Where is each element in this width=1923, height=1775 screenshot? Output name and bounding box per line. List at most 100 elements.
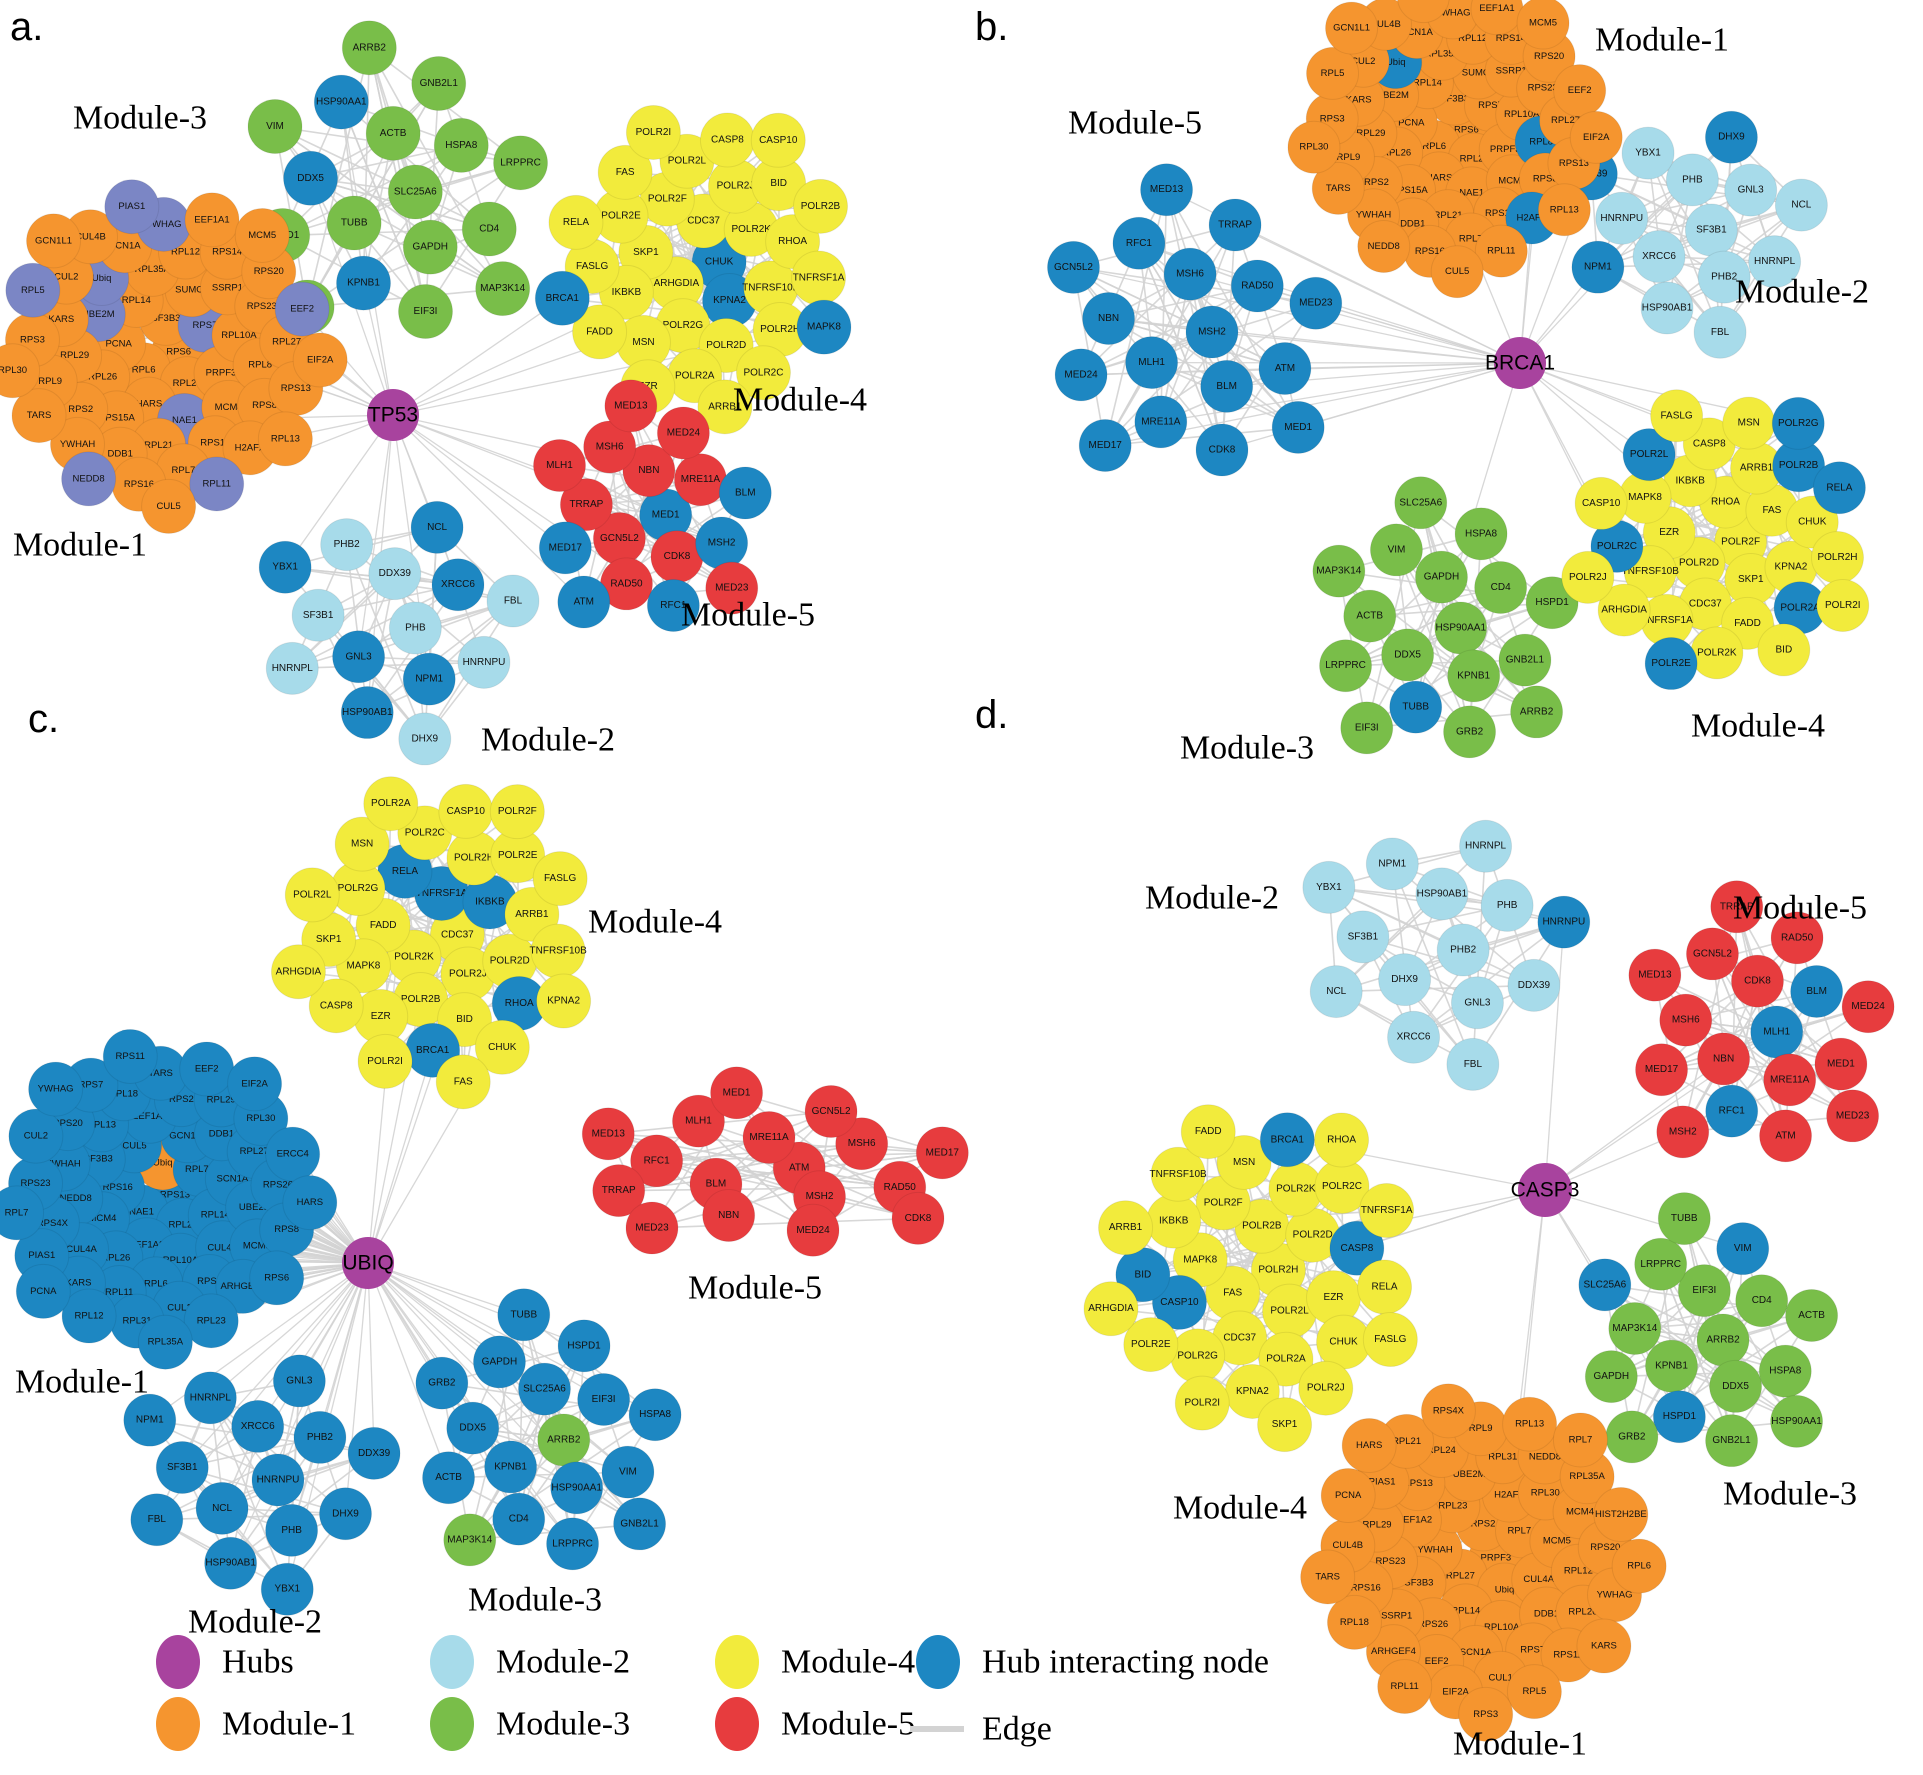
node-circle[interactable] [630,1134,684,1188]
node-EEF2[interactable]: EEF2 [179,1041,235,1097]
node-circle[interactable] [613,1497,667,1551]
node-circle[interactable] [1710,880,1764,934]
node-circle[interactable] [1757,623,1811,677]
node-circle[interactable] [1608,1301,1662,1355]
node-DHX9[interactable]: DHX9 [1378,953,1432,1007]
node-circle[interactable] [550,1461,604,1515]
node-NBN[interactable]: NBN [702,1188,756,1242]
node-MED1[interactable]: MED1 [710,1066,764,1120]
node-circle[interactable] [1635,1043,1689,1097]
node-DDX5[interactable]: DDX5 [1709,1359,1763,1413]
node-GCN1L1[interactable]: GCN1L1 [26,213,82,269]
node-circle[interactable] [332,630,386,684]
node-circle[interactable] [1506,1664,1562,1720]
node-circle[interactable] [258,540,312,594]
node-VIM[interactable]: VIM [247,99,303,155]
node-circle[interactable] [546,1517,600,1571]
node-circle[interactable] [1724,163,1778,217]
node-CASP10[interactable]: CASP10 [750,112,806,168]
node-circle[interactable] [702,1188,756,1242]
node-MRE11A[interactable]: MRE11A [742,1110,796,1164]
node-MRE11A[interactable]: MRE11A [1134,395,1188,449]
node-PHB[interactable]: PHB [388,601,442,655]
node-circle[interactable] [397,284,453,340]
node-POLR2I[interactable]: POLR2I [1174,1375,1230,1431]
node-CDK8[interactable]: CDK8 [1730,954,1784,1008]
node-PHB2[interactable]: PHB2 [320,518,374,572]
node-circle[interactable] [557,575,611,629]
node-circle[interactable] [1690,626,1744,680]
node-RAD50[interactable]: RAD50 [1230,259,1284,313]
node-circle[interactable] [1336,910,1390,964]
node-circle[interactable] [581,1107,635,1161]
node-circle[interactable] [446,1401,500,1455]
node-FBL[interactable]: FBL [130,1493,184,1547]
node-circle[interactable] [1054,348,1108,402]
node-circle[interactable] [1696,1313,1750,1367]
node-circle[interactable] [1287,120,1341,174]
node-circle[interactable] [1320,1468,1376,1524]
node-circle[interactable] [1298,1360,1354,1416]
node-HNRNPU[interactable]: HNRNPU [251,1453,305,1507]
node-circle[interactable] [1561,550,1615,604]
node-circle[interactable] [1414,550,1468,604]
node-circle[interactable] [1574,476,1628,530]
node-HNRNPU[interactable]: HNRNPU [1595,191,1649,245]
node-circle[interactable] [1693,305,1747,359]
node-CD4[interactable]: CD4 [1735,1274,1789,1328]
node-circle[interactable] [1621,126,1675,180]
node-FAS[interactable]: FAS [435,1054,491,1110]
node-circle[interactable] [1377,1659,1433,1715]
node-FASLG[interactable]: FASLG [1362,1312,1418,1368]
node-circle[interactable] [1716,1222,1770,1276]
node-NPM1[interactable]: NPM1 [123,1393,177,1447]
node-HNRNPL[interactable]: HNRNPL [183,1371,237,1425]
node-circle[interactable] [1758,1344,1812,1398]
node-circle[interactable] [592,1164,646,1218]
node-MED17[interactable]: MED17 [1078,419,1132,473]
node-circle[interactable] [318,1487,372,1541]
node-PCNA[interactable]: PCNA [1320,1468,1376,1524]
node-circle[interactable] [1319,639,1373,693]
hub-circle[interactable] [1494,337,1546,389]
node-circle[interactable] [183,1371,237,1425]
node-GAPDH[interactable]: GAPDH [1584,1350,1638,1404]
node-circle[interactable] [489,784,545,840]
node-CASP8[interactable]: CASP8 [699,112,755,168]
node-CUL2[interactable]: CUL2 [8,1108,64,1164]
node-POLR2I[interactable]: POLR2I [357,1033,413,1089]
node-circle[interactable] [1750,1005,1804,1059]
node-circle[interactable] [1593,1487,1649,1543]
node-circle[interactable] [1257,1397,1313,1453]
node-circle[interactable] [1170,1328,1226,1384]
node-RPL18[interactable]: RPL18 [1326,1594,1382,1650]
node-HSPA8[interactable]: HSPA8 [628,1388,682,1442]
node-MED24[interactable]: MED24 [786,1203,840,1257]
node-CUL5[interactable]: CUL5 [141,478,197,534]
node-YBX1[interactable]: YBX1 [1621,126,1675,180]
node-CUL5[interactable]: CUL5 [1430,245,1484,299]
node-circle[interactable] [1516,0,1570,50]
node-circle[interactable] [11,388,67,444]
node-DDX39[interactable]: DDX39 [368,547,422,601]
node-circle[interactable] [347,1426,401,1480]
node-ACTB[interactable]: ACTB [1785,1288,1839,1342]
node-circle[interactable] [1387,1010,1441,1064]
node-KARS[interactable]: KARS [1576,1618,1632,1674]
node-circle[interactable] [891,1191,945,1245]
node-ATM[interactable]: ATM [1759,1109,1813,1163]
node-circle[interactable] [179,1041,235,1097]
node-circle[interactable] [402,219,458,275]
node-circle[interactable] [1140,163,1194,217]
node-GNB2L1[interactable]: GNB2L1 [1498,633,1552,687]
node-circle[interactable] [102,1028,158,1084]
node-POLR2I[interactable]: POLR2I [1816,578,1870,632]
node-ERCC4[interactable]: ERCC4 [265,1126,321,1182]
node-circle[interactable] [1458,1686,1514,1742]
node-GAPDH[interactable]: GAPDH [402,219,458,275]
node-CDK8[interactable]: CDK8 [891,1191,945,1245]
node-CD4[interactable]: CD4 [1474,561,1528,615]
node-circle[interactable] [625,104,681,160]
node-XRCC6[interactable]: XRCC6 [1632,230,1686,284]
node-circle[interactable] [1150,1146,1206,1202]
